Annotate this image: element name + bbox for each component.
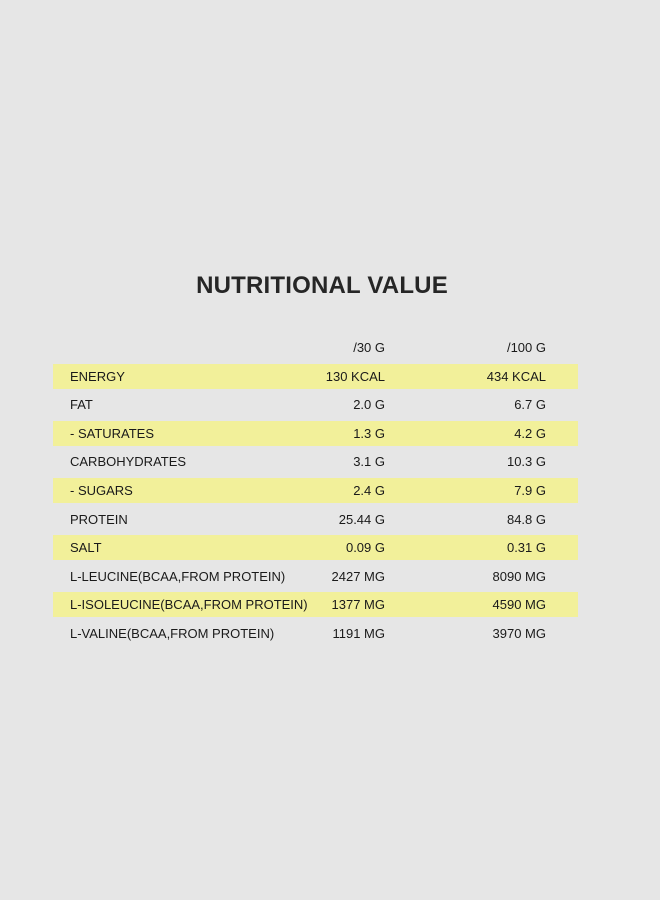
row-value-per-30g: 3.1 G bbox=[353, 454, 385, 470]
row-value-per-30g: 2427 MG bbox=[331, 568, 385, 584]
table-row-l-leucine: L-LEUCINE(BCAA,FROM PROTEIN) 2427 MG 809… bbox=[53, 564, 578, 589]
row-label: SALT bbox=[70, 540, 102, 556]
row-value-per-30g: 1191 MG bbox=[332, 625, 385, 641]
row-value-per-100g: 4.2 G bbox=[514, 425, 546, 441]
row-label: L-ISOLEUCINE(BCAA,FROM PROTEIN) bbox=[70, 597, 308, 613]
row-value-per-100g: 6.7 G bbox=[514, 397, 546, 413]
table-row-salt: SALT 0.09 G 0.31 G bbox=[53, 535, 578, 561]
row-value-per-30g: 25.44 G bbox=[338, 511, 385, 527]
row-value-per-100g: 3970 MG bbox=[492, 625, 546, 641]
row-value-per-100g: 10.3 G bbox=[506, 454, 546, 470]
row-value-per-100g: 7.9 G bbox=[514, 482, 546, 498]
row-label: CARBOHYDRATES bbox=[70, 454, 187, 470]
row-label: PROTEIN bbox=[70, 511, 128, 527]
row-value-per-30g: 1.3 G bbox=[353, 425, 385, 441]
page-title: NUTRITIONAL VALUE bbox=[196, 272, 448, 299]
row-value-per-30g: 130 KCAL bbox=[325, 368, 385, 384]
row-value-per-30g: 2.4 G bbox=[353, 482, 385, 498]
table-row-fat: FAT 2.0 G 6.7 G bbox=[53, 392, 578, 417]
column-header-per-30g: /30 G bbox=[353, 340, 385, 355]
row-label: FAT bbox=[70, 397, 93, 413]
row-value-per-100g: 84.8 G bbox=[506, 511, 546, 527]
row-label: ENERGY bbox=[70, 368, 125, 384]
row-value-per-100g: 0.31 G bbox=[506, 540, 546, 556]
row-value-per-30g: 2.0 G bbox=[353, 397, 385, 413]
table-row-l-isoleucine: L-ISOLEUCINE(BCAA,FROM PROTEIN) 1377 MG … bbox=[53, 592, 578, 618]
table-row-energy: ENERGY 130 KCAL 434 KCAL bbox=[53, 363, 578, 389]
nutrition-table: /30 G /100 G ENERGY 130 KCAL 434 KCAL FA… bbox=[53, 335, 578, 650]
row-label: - SUGARS bbox=[70, 482, 133, 498]
table-row-carbohydrates: CARBOHYDRATES 3.1 G 10.3 G bbox=[53, 449, 578, 474]
row-value-per-100g: 434 KCAL bbox=[486, 368, 546, 384]
column-header-per-100g: /100 G bbox=[506, 340, 546, 355]
row-label: L-VALINE(BCAA,FROM PROTEIN) bbox=[70, 625, 275, 641]
row-value-per-100g: 8090 MG bbox=[492, 568, 546, 584]
row-label: L-LEUCINE(BCAA,FROM PROTEIN) bbox=[70, 568, 286, 584]
row-value-per-30g: 1377 MG bbox=[331, 597, 385, 613]
table-row-sugars: - SUGARS 2.4 G 7.9 G bbox=[53, 477, 578, 503]
row-value-per-100g: 4590 MG bbox=[492, 597, 546, 613]
row-label: - SATURATES bbox=[70, 425, 155, 441]
row-value-per-30g: 0.09 G bbox=[345, 540, 385, 556]
table-row-saturates: - SATURATES 1.3 G 4.2 G bbox=[53, 420, 578, 446]
table-row-l-valine: L-VALINE(BCAA,FROM PROTEIN) 1191 MG 3970… bbox=[53, 621, 578, 646]
table-row-protein: PROTEIN 25.44 G 84.8 G bbox=[53, 507, 578, 532]
table-header: /30 G /100 G bbox=[53, 335, 578, 360]
